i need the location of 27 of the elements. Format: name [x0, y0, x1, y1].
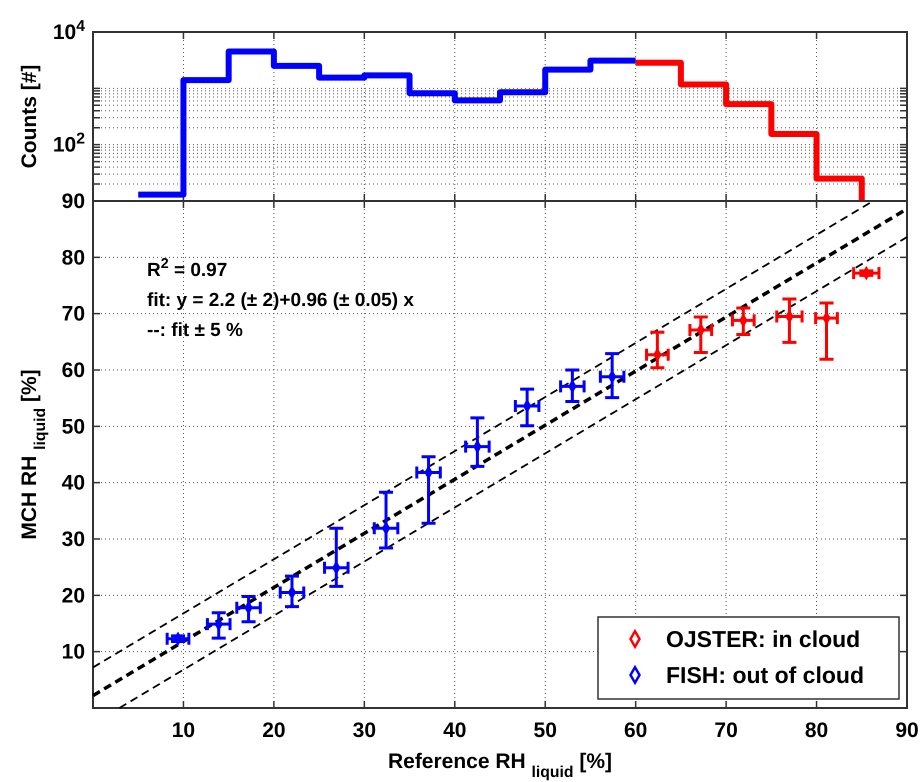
x-tick-label: 60 [624, 719, 648, 742]
x-tick-label: 10 [172, 719, 196, 742]
annotation: --: fit ± 5 % [147, 320, 244, 341]
y-tick-label: 60 [62, 359, 85, 382]
y-tick-label: 70 [62, 302, 85, 326]
x-tick-label: 90 [895, 719, 919, 742]
y-tick-label: 20 [62, 584, 85, 608]
y-tick-label: 10$^{4}$ [52, 18, 86, 44]
legend-label: FISH: out of cloud [666, 662, 864, 688]
x-tick-label: 70 [714, 719, 738, 742]
y-axis-title: Counts [#] [18, 64, 41, 168]
x-tick-label: 40 [443, 719, 466, 742]
annotation: R$^{2}$ = 0.97 [147, 256, 228, 281]
y-tick-label: 10 [62, 640, 85, 664]
y-tick-label: 30 [62, 528, 85, 551]
x-axis-title: Reference RH $_{liquid}$ [%] [388, 750, 612, 780]
y-tick-label: 80 [62, 246, 85, 270]
y-tick-label: 40 [62, 472, 85, 495]
x-tick-label: 50 [534, 719, 557, 742]
y-tick-label: 10$^{2}$ [52, 130, 86, 157]
annotation: fit: y = 2.2 (± 2)+0.96 (± 0.05) x [147, 290, 414, 311]
y-tick-label: 90 [62, 190, 85, 213]
legend-label: OJSTER: in cloud [666, 626, 860, 652]
y-tick-label: 50 [62, 415, 85, 438]
x-tick-label: 20 [262, 719, 286, 742]
x-tick-label: 30 [352, 719, 376, 742]
x-tick-label: 80 [804, 719, 828, 742]
